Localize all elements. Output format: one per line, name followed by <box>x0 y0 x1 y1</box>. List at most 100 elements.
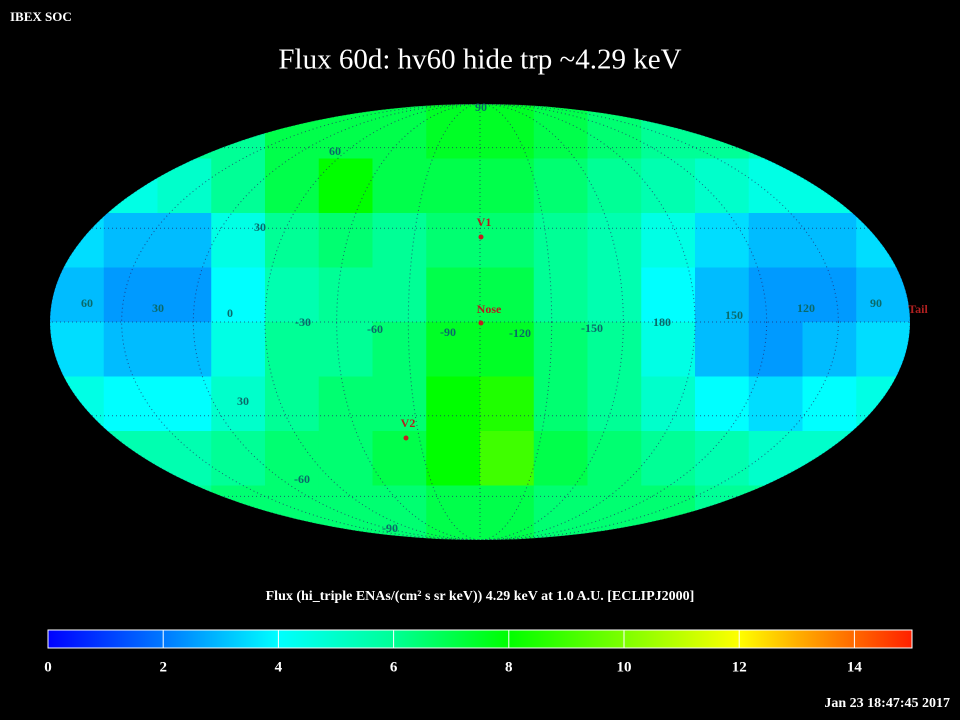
colorbar-tick-label: 2 <box>159 659 167 675</box>
flux-cell <box>695 104 750 159</box>
meridian <box>264 104 696 540</box>
flux-cell <box>426 213 481 268</box>
flux-cell <box>856 485 910 540</box>
flux-cell <box>157 158 212 214</box>
flux-cell <box>533 267 588 323</box>
colorbar-tick-label: 10 <box>617 659 632 675</box>
flux-cell <box>157 431 212 486</box>
title: Flux 60d: hv60 hide trp ~4.29 keV <box>278 44 681 76</box>
flux-cell <box>587 267 642 323</box>
colorbar-caption: Flux (hi_triple ENAs/(cm² s sr keV)) 4.2… <box>266 589 695 604</box>
longitude-label: 180 <box>653 315 671 329</box>
flux-cell <box>802 158 857 214</box>
colorbar-tick-label: 0 <box>44 659 52 675</box>
longitude-label: -150 <box>581 321 603 335</box>
colorbar <box>47 629 913 649</box>
flux-cell <box>265 158 320 214</box>
marker-dot <box>478 320 484 326</box>
flux-cell <box>587 431 642 486</box>
colorbar-tick-label: 14 <box>847 659 863 675</box>
marker-label: Nose <box>477 302 502 316</box>
flux-cell <box>103 376 158 432</box>
flux-cell <box>587 158 642 214</box>
flux-cell <box>426 376 481 432</box>
flux-cell <box>695 485 750 540</box>
flux-cell <box>641 431 696 486</box>
flux-cell <box>856 267 910 323</box>
marker-dot <box>478 234 484 240</box>
flux-cell <box>748 485 803 540</box>
flux-cell <box>103 431 158 486</box>
flux-cell <box>802 431 857 486</box>
flux-cell <box>533 485 588 540</box>
flux-cell <box>695 431 750 486</box>
latitude-label: 30 <box>237 394 249 408</box>
flux-cell <box>641 104 696 159</box>
latitude-label: 90 <box>475 100 487 114</box>
flux-cell <box>157 376 212 432</box>
latitude-label: 60 <box>329 144 341 158</box>
flux-cell <box>856 431 910 486</box>
flux-cell <box>211 267 266 323</box>
flux-cell <box>103 213 158 268</box>
map-labels: 60 30 0 -30 -60 -90 -120 -150 180 150 120 90 90 60 30 3… <box>81 100 928 535</box>
flux-cell <box>587 213 642 268</box>
flux-cell <box>265 213 320 268</box>
flux-cell <box>103 104 158 159</box>
marker-label: Tail <box>908 302 928 316</box>
flux-cell <box>157 485 212 540</box>
longitude-label: 30 <box>152 301 164 315</box>
flux-cell <box>50 376 105 432</box>
meridian <box>121 104 839 540</box>
flux-cell <box>265 485 320 540</box>
flux-cell <box>157 104 212 159</box>
flux-cell <box>641 485 696 540</box>
flux-cell <box>748 213 803 268</box>
flux-cell <box>318 267 373 323</box>
flux-cell <box>50 213 105 268</box>
flux-cell <box>50 485 105 540</box>
flux-cell <box>372 376 427 432</box>
flux-cell <box>211 485 266 540</box>
flux-cell <box>480 158 535 214</box>
flux-cell <box>318 376 373 432</box>
sky-map <box>50 104 910 540</box>
flux-cell <box>480 485 535 540</box>
flux-cell <box>748 431 803 486</box>
flux-cell <box>641 322 696 377</box>
longitude-label: 120 <box>797 301 815 315</box>
flux-cell <box>748 267 803 323</box>
flux-cell <box>856 158 910 214</box>
flux-cell <box>641 267 696 323</box>
flux-cell <box>157 213 212 268</box>
flux-cell <box>211 213 266 268</box>
flux-cell <box>426 104 481 159</box>
flux-cell <box>318 322 373 377</box>
flux-cell <box>856 376 910 432</box>
flux-cell <box>533 431 588 486</box>
flux-cell <box>802 213 857 268</box>
flux-cell <box>641 158 696 214</box>
flux-cell <box>372 104 427 159</box>
flux-cell <box>372 431 427 486</box>
flux-cell <box>587 376 642 432</box>
flux-cell <box>748 376 803 432</box>
flux-cell <box>802 322 857 377</box>
flux-cell <box>50 431 105 486</box>
flux-cell <box>318 104 373 159</box>
flux-cell <box>533 213 588 268</box>
flux-cell <box>50 322 105 377</box>
flux-cell <box>318 485 373 540</box>
flux-cell <box>641 376 696 432</box>
flux-cell <box>802 104 857 159</box>
flux-cell <box>802 376 857 432</box>
flux-cell <box>695 213 750 268</box>
flux-cell <box>533 322 588 377</box>
marker-dot <box>403 435 409 441</box>
flux-cell <box>695 376 750 432</box>
colorbar-tick-label: 12 <box>732 659 747 675</box>
flux-cell <box>426 322 481 377</box>
flux-cell <box>211 376 266 432</box>
flux-cell <box>211 431 266 486</box>
